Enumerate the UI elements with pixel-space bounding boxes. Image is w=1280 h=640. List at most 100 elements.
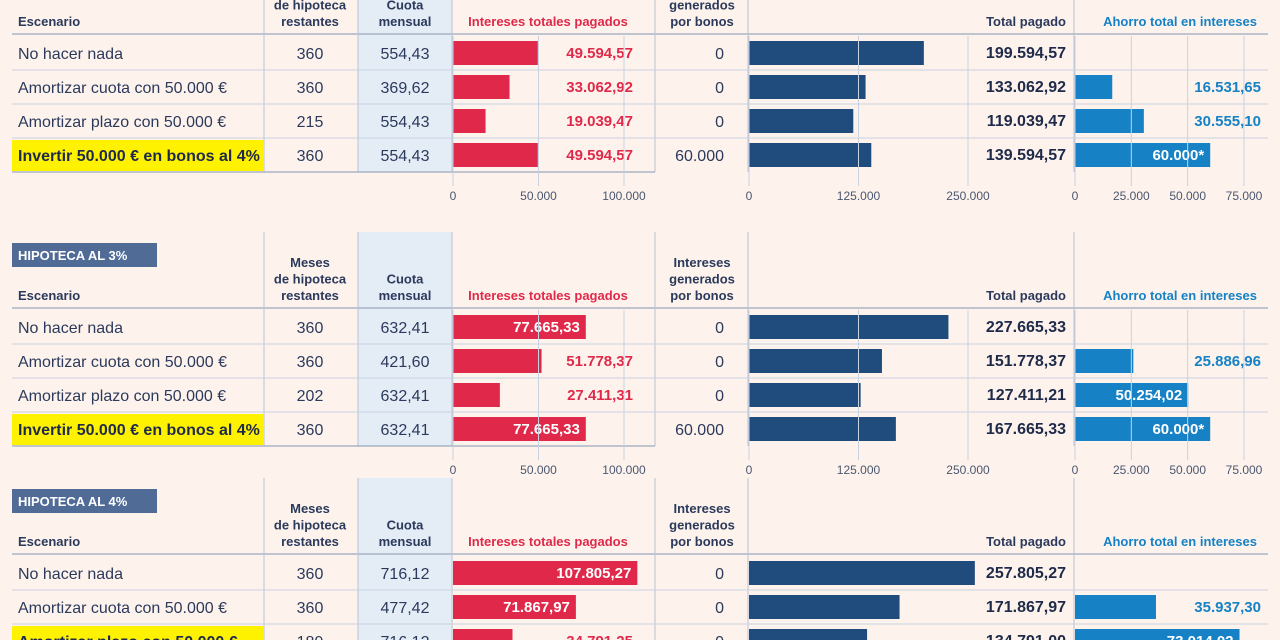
meses-value: 360: [297, 46, 324, 63]
cuota-value: 554,43: [381, 46, 430, 63]
interest-label: 71.867,97: [503, 599, 570, 616]
highlighted-scenario: [12, 140, 264, 171]
total-label: 127.411,21: [987, 387, 1066, 404]
scenario-label: Amortizar plazo con 50.000 €: [18, 114, 226, 131]
total-bar: [749, 595, 900, 619]
header-cuota-line: mensual: [379, 288, 432, 303]
saving-bar: [1075, 349, 1134, 373]
meses-value: 360: [297, 354, 324, 371]
header-bonos-line: por bonos: [670, 534, 734, 549]
saving-bar: [1075, 595, 1156, 619]
axis-tick-label: 50.000: [520, 189, 557, 203]
axis-tick-label: 250.000: [946, 463, 990, 477]
total-bar: [749, 561, 975, 585]
header-meses-line: restantes: [281, 534, 339, 549]
section-title: HIPOTECA AL 4%: [18, 494, 128, 509]
saving-label: 25.886,96: [1194, 353, 1261, 370]
header-cuota-line: Cuota: [387, 0, 425, 13]
cuota-column-background: [358, 232, 452, 446]
axis-tick-label: 0: [746, 189, 753, 203]
meses-value: 360: [297, 148, 324, 165]
interest-bar: [453, 629, 513, 640]
header-ahorro: Ahorro total en intereses: [1103, 288, 1257, 303]
interest-bar: [453, 349, 542, 373]
saving-label: 35.937,30: [1194, 599, 1261, 616]
header-meses-line: restantes: [281, 288, 339, 303]
section-title: HIPOTECA AL 3%: [18, 248, 128, 263]
mortgage-section: HIPOTECA AL 4% Escenario Meses de hipotecar…: [12, 478, 1268, 640]
axis-tick-label: 75.000: [1226, 463, 1263, 477]
header-ahorro: Ahorro total en intereses: [1103, 534, 1257, 549]
interest-bar: [453, 143, 538, 167]
scenario-label: Amortizar plazo con 50.000 €: [18, 388, 226, 405]
meses-value: 360: [297, 320, 324, 337]
saving-label: 30.555,10: [1194, 113, 1261, 130]
saving-label: 60.000*: [1152, 147, 1204, 164]
total-label: 199.594,57: [986, 45, 1066, 62]
axis-tick-label: 75.000: [1226, 189, 1263, 203]
scenario-label: Amortizar plazo con 50.000 €: [18, 634, 238, 640]
axis-tick-label: 25.000: [1113, 189, 1150, 203]
scenario-label: Invertir 50.000 € en bonos al 4%: [18, 422, 260, 439]
axis-tick-label: 125.000: [837, 463, 881, 477]
header-bonos-line: generados: [669, 0, 735, 13]
header-meses-line: de hipoteca: [274, 518, 347, 533]
total-bar: [749, 349, 882, 373]
section-title-badge: [12, 489, 157, 513]
total-label: 171.867,97: [986, 599, 1066, 616]
header-escenario: Escenario: [18, 14, 80, 29]
cuota-value: 716,12: [381, 566, 430, 583]
bonos-value: 60.000: [675, 148, 724, 165]
bonos-value: 0: [715, 566, 724, 583]
interest-label: 77.665,33: [513, 421, 580, 438]
meses-value: 215: [297, 114, 324, 131]
scenario-label: Amortizar cuota con 50.000 €: [18, 354, 227, 371]
bonos-value: 0: [715, 600, 724, 617]
scenario-label: No hacer nada: [18, 566, 123, 583]
header-meses-line: restantes: [281, 14, 339, 29]
axis-tick-label: 50.000: [1169, 189, 1206, 203]
saving-bar: [1075, 75, 1113, 99]
total-bar: [749, 109, 854, 133]
meses-value: 202: [297, 388, 324, 405]
interest-bar: [453, 561, 638, 585]
header-intereses: Intereses totales pagados: [468, 288, 628, 303]
total-bar: [749, 143, 872, 167]
header-meses-line: Meses: [290, 501, 330, 516]
axis-tick-label: 50.000: [1169, 463, 1206, 477]
total-label: 133.062,92: [986, 79, 1066, 96]
header-bonos-line: generados: [669, 518, 735, 533]
cuota-column-background: [358, 0, 452, 172]
axis-tick-label: 0: [746, 463, 753, 477]
interest-bar: [453, 75, 510, 99]
header-meses-line: de hipoteca: [274, 0, 347, 13]
scenario-label: Amortizar cuota con 50.000 €: [18, 600, 227, 617]
interest-label: 107.805,27: [556, 565, 631, 582]
total-label: 139.594,57: [986, 147, 1066, 164]
bonos-value: 0: [715, 114, 724, 131]
cuota-value: 554,43: [381, 148, 430, 165]
bonos-value: 0: [715, 46, 724, 63]
cuota-value: 716,12: [381, 634, 430, 640]
header-meses-line: Meses: [290, 255, 330, 270]
bonos-value: 0: [715, 320, 724, 337]
header-cuota-line: Cuota: [387, 272, 425, 287]
interest-bar: [453, 41, 538, 65]
saving-label: 60.000*: [1152, 421, 1204, 438]
cuota-value: 554,43: [381, 114, 430, 131]
axis-tick-label: 0: [450, 463, 457, 477]
bonos-value: 0: [715, 388, 724, 405]
total-label: 134.791,00: [986, 633, 1066, 640]
interest-label: 33.062,92: [566, 79, 633, 96]
total-label: 257.805,27: [986, 565, 1066, 582]
interest-label: 19.039,47: [566, 113, 633, 130]
header-cuota-line: mensual: [379, 534, 432, 549]
total-bar: [749, 41, 924, 65]
header-meses-line: de hipoteca: [274, 272, 347, 287]
bonos-value: 0: [715, 634, 724, 640]
cuota-column-background: [358, 478, 452, 640]
total-label: 167.665,33: [986, 421, 1066, 438]
axis-tick-label: 100.000: [602, 189, 646, 203]
header-bonos-line: generados: [669, 272, 735, 287]
